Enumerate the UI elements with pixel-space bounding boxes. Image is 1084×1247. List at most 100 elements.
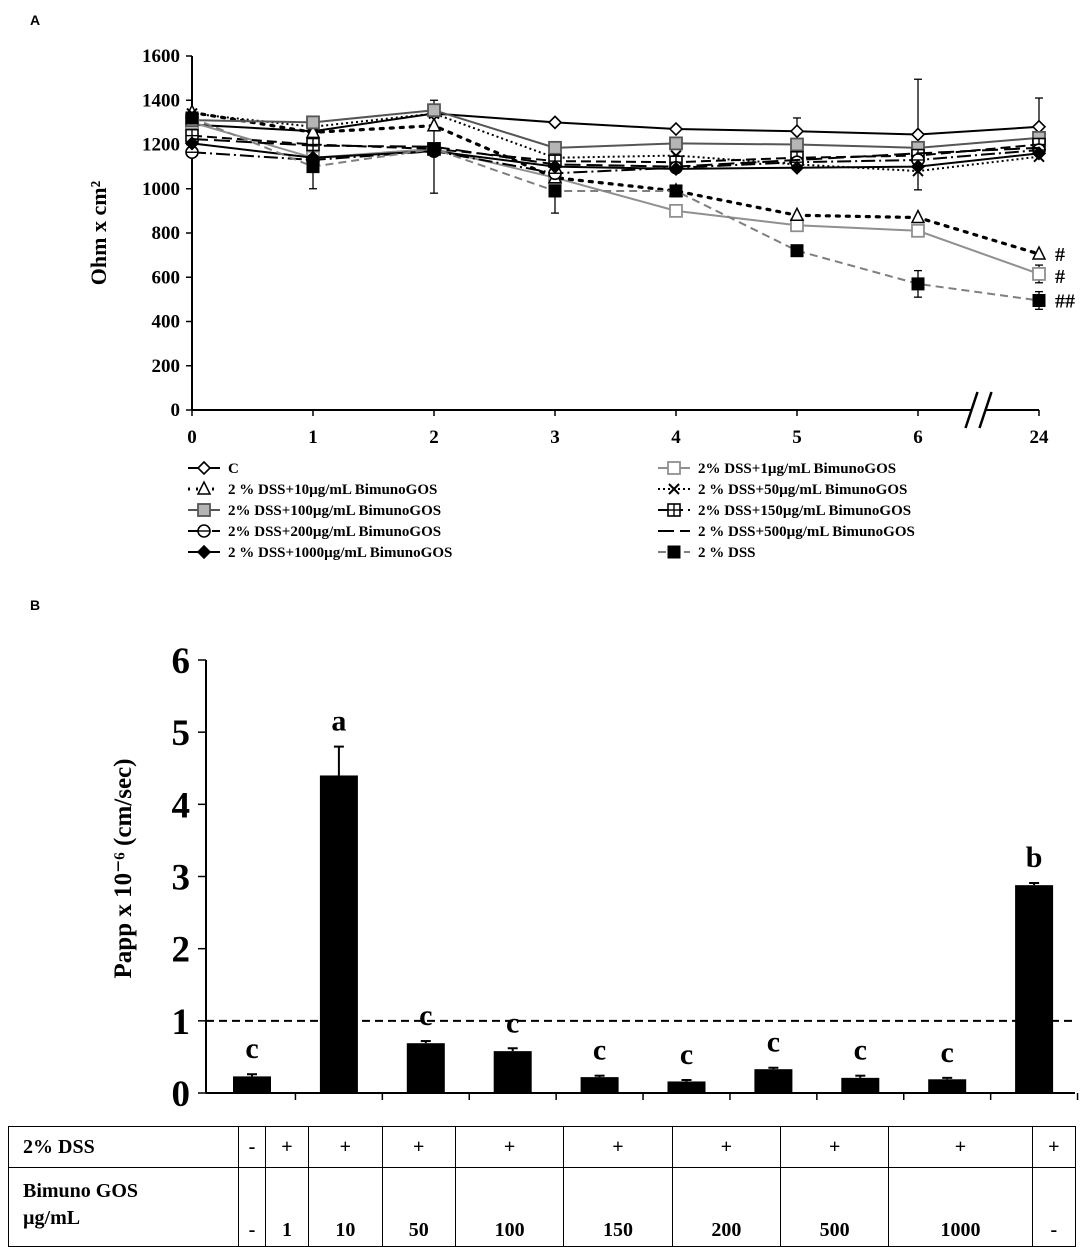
gos-cell: - xyxy=(238,1167,266,1247)
legend-label: 2 % DSS+1000µg/mL BimunoGOS xyxy=(228,545,452,561)
diamond-marker xyxy=(184,136,200,151)
y-tick-label: 200 xyxy=(152,356,181,377)
diamond-marker xyxy=(196,544,212,560)
bar xyxy=(580,1077,619,1093)
diamond-marker xyxy=(668,161,684,176)
significance-letter: b xyxy=(1026,841,1043,874)
legend-item: 2% DSS+100µg/mL BimunoGOS xyxy=(188,503,441,519)
gos-cell: 1000 xyxy=(888,1167,1033,1247)
legend-item: 2 % DSS+10µg/mL BimunoGOS xyxy=(188,480,437,498)
significance-marker: # xyxy=(1055,266,1065,288)
legend-item: 2% DSS+150µg/mL BimunoGOS xyxy=(658,503,911,519)
dss-cell: + xyxy=(308,1126,383,1168)
x-tick-label: 2 xyxy=(429,427,439,448)
gos-cell: 50 xyxy=(381,1167,456,1247)
legend-item: 2% DSS+200µg/mL BimunoGOS xyxy=(188,524,441,540)
dss-cell: + xyxy=(454,1126,565,1168)
axis-break-gap xyxy=(972,407,985,413)
y-tick-label: 1000 xyxy=(142,179,180,200)
legend-label: 2% DSS+1µg/mL BimunoGOS xyxy=(698,461,896,477)
legend-item: 2% DSS+1µg/mL BimunoGOS xyxy=(658,461,896,477)
legend-label: 2% DSS+150µg/mL BimunoGOS xyxy=(698,503,911,519)
triangle-marker xyxy=(426,117,442,132)
square-marker xyxy=(911,277,925,291)
axis-break-mark xyxy=(964,391,979,429)
diamond-marker xyxy=(910,159,926,174)
chart-b-permeability-bar-chart: 0 1 2 3 4 5 6 Papp x 10⁻⁶ (cm/sec) c a c c c c c c c b xyxy=(110,641,1079,1115)
legend-label: 2% DSS+100µg/mL BimunoGOS xyxy=(228,503,441,519)
bar xyxy=(1015,885,1054,1093)
x-marker xyxy=(668,483,680,495)
y-tick-label: 5 xyxy=(172,713,191,754)
significance-letter: c xyxy=(854,1034,867,1067)
triangle-marker xyxy=(196,480,212,495)
dss-cell: + xyxy=(264,1126,310,1168)
series-10 xyxy=(185,111,1046,307)
dss-cell: + xyxy=(671,1126,781,1168)
significance-letter: c xyxy=(419,999,432,1032)
y-tick-label: 4 xyxy=(172,785,191,826)
x-tick-label: 6 xyxy=(913,427,923,448)
legend-item: 2 % DSS+500µg/mL BimunoGOS xyxy=(658,524,915,540)
y-axis-title: Papp x 10⁻⁶ (cm/sec) xyxy=(110,759,137,979)
square-marker xyxy=(790,137,804,152)
square-marker xyxy=(548,184,562,198)
significance-letter: c xyxy=(593,1034,606,1067)
square-marker xyxy=(669,184,683,198)
significance-marker: ## xyxy=(1055,290,1075,312)
square-marker xyxy=(911,223,925,238)
diamond-marker xyxy=(1031,146,1047,161)
bar xyxy=(406,1043,445,1093)
gos-cell: 500 xyxy=(779,1167,890,1247)
significance-marker: # xyxy=(1055,244,1065,266)
bar xyxy=(928,1079,967,1093)
y-tick-label: 1 xyxy=(172,1002,191,1043)
legend-label: C xyxy=(228,461,239,477)
gos-cell: 150 xyxy=(563,1167,673,1247)
significance-letter: c xyxy=(245,1032,258,1065)
legend-label: 2 % DSS+50µg/mL BimunoGOS xyxy=(698,482,907,498)
legend-item: 2 % DSS xyxy=(658,545,756,561)
square-marker xyxy=(667,461,681,475)
square-marker xyxy=(790,244,804,258)
y-tick-label: 6 xyxy=(172,641,191,682)
treatment-conditions-table: 2% DSS - + + + + + + + + + Bimuno GOS µg/… xyxy=(8,1126,1077,1247)
triangle-marker xyxy=(305,123,321,139)
significance-letter: a xyxy=(331,705,346,738)
y-tick-label: 800 xyxy=(152,223,181,244)
diamond-marker xyxy=(547,115,563,130)
y-tick-label: 400 xyxy=(152,312,181,333)
legend-item: C xyxy=(188,460,239,477)
dss-cell: + xyxy=(1031,1126,1077,1168)
y-tick-label: 0 xyxy=(172,1074,191,1115)
square-marker xyxy=(306,160,320,174)
y-tick-label: 2 xyxy=(172,930,191,971)
y-tick-label: 0 xyxy=(171,400,181,421)
legend-label: 2 % DSS+10µg/mL BimunoGOS xyxy=(228,482,437,498)
y-tick-label: 1200 xyxy=(142,135,180,156)
square-marker xyxy=(1032,267,1046,281)
triangle-marker xyxy=(1031,245,1047,260)
dss-cell: + xyxy=(563,1126,673,1168)
diamond-marker xyxy=(910,127,926,142)
legend-item: 2 % DSS+1000µg/mL BimunoGOS xyxy=(188,544,452,561)
gos-cell: 100 xyxy=(454,1167,565,1247)
y-tick-label: 1600 xyxy=(142,46,180,67)
x-tick-label: 3 xyxy=(550,427,560,448)
axis-break-mark xyxy=(978,391,993,429)
square-marker xyxy=(669,136,683,151)
square-marker xyxy=(669,203,683,218)
y-axis-title: Ohm x cm² xyxy=(86,180,111,285)
square-marker xyxy=(427,142,441,156)
diamond-marker xyxy=(547,159,563,174)
bar xyxy=(493,1051,532,1093)
gos-row: Bimuno GOS µg/mL - 1 10 50 100 150 200 50… xyxy=(8,1167,1077,1247)
square-marker xyxy=(548,140,562,155)
y-tick-label: 3 xyxy=(172,858,191,899)
dss-cell: - xyxy=(238,1126,266,1168)
square-marker xyxy=(427,103,441,118)
gos-cell: 1 xyxy=(264,1167,310,1247)
series-line xyxy=(191,112,1040,173)
gos-cell: 200 xyxy=(671,1167,781,1247)
dss-row-label: 2% DSS xyxy=(8,1126,239,1168)
